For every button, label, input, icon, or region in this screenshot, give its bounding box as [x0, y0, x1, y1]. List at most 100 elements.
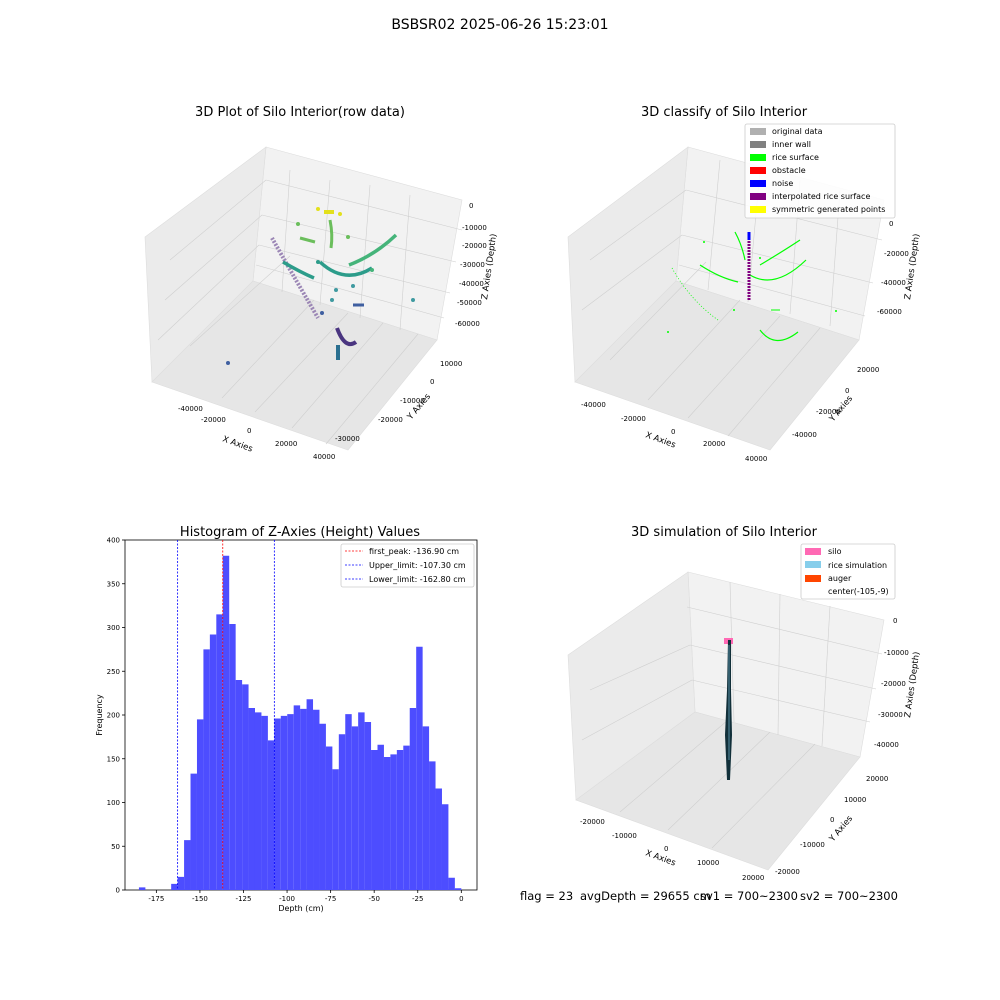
- x-axis: -175 -150 -125 -100 -75 -50 -25 0: [148, 890, 464, 903]
- legend-label: original data: [772, 127, 823, 136]
- legend-swatch: [750, 180, 766, 187]
- panel-3d-classify-title: 3D classify of Silo Interior: [641, 105, 808, 120]
- y-tick-label: 300: [107, 624, 120, 632]
- legend-entry: silo: [805, 547, 842, 556]
- histogram-bar: [287, 714, 294, 890]
- histogram-bar: [300, 708, 307, 890]
- legend-label: center(-105,-9): [828, 587, 889, 596]
- figure-title: BSBSR02 2025-06-26 15:23:01: [391, 17, 609, 33]
- legend-entry: Upper_limit: -107.30 cm: [345, 561, 466, 570]
- x-tick: -20000: [621, 415, 646, 423]
- legend-swatch: [750, 141, 766, 148]
- legend-swatch: [805, 575, 821, 582]
- y-tick-label: 150: [107, 755, 120, 763]
- legend: first_peak: -136.90 cm Upper_limit: -107…: [340, 543, 475, 588]
- legend-label: Upper_limit: -107.30 cm: [369, 561, 466, 570]
- histogram-bar: [319, 723, 326, 890]
- histogram-bar: [313, 709, 320, 890]
- histogram-bar: [293, 705, 301, 890]
- x-tick-label: -150: [192, 895, 208, 903]
- legend-box: [744, 123, 896, 219]
- legend-entry: inner wall: [750, 140, 811, 149]
- x-axis-label: X Axies: [644, 848, 677, 868]
- y-tick-label: 350: [107, 580, 120, 588]
- z-tick: -60000: [877, 308, 902, 316]
- legend-entry: noise: [750, 179, 793, 188]
- y-tick: 0: [430, 378, 434, 386]
- z-tick: -60000: [455, 320, 480, 328]
- y-tick: 0: [845, 387, 849, 395]
- histogram-bar: [138, 887, 146, 890]
- histogram-bar: [409, 708, 417, 890]
- y-tick: -20000: [816, 408, 841, 416]
- avg-depth-readout: avgDepth = 29655 cm: [580, 889, 711, 903]
- histogram-bar: [190, 773, 197, 890]
- classified-point-cloud: [667, 231, 837, 342]
- legend-label: first_peak: -136.90 cm: [369, 547, 459, 556]
- histogram-bar: [416, 646, 423, 890]
- x-tick: -40000: [178, 405, 203, 413]
- panel-3d-classify: 3D classify of Silo Interior: [567, 105, 922, 463]
- histogram-bar: [306, 699, 314, 890]
- legend-entry: rice surface: [750, 153, 819, 162]
- y-tick: 0: [830, 816, 834, 824]
- y-tick-label: 400: [107, 537, 120, 545]
- z-tick: 0: [893, 617, 897, 625]
- z-axis: 0 -10000 -20000 -30000 -40000 -50000 -60…: [455, 202, 499, 328]
- legend-swatch: [750, 128, 766, 135]
- z-tick: -30000: [878, 711, 903, 719]
- z-tick: -20000: [462, 242, 487, 250]
- histogram-bar: [235, 680, 243, 890]
- histogram-bar: [203, 649, 210, 890]
- z-axis: 0 -20000 -40000 -60000 Z Axies (Depth): [877, 220, 922, 316]
- legend-label: rice simulation: [828, 561, 887, 570]
- histogram-bar: [209, 634, 217, 890]
- z-tick: -40000: [881, 279, 906, 287]
- y-tick-label: 100: [107, 799, 120, 807]
- z-axis-label: Z Axies (Depth): [903, 651, 922, 718]
- y-tick-label: 0: [116, 887, 120, 895]
- x-tick-label: -50: [368, 895, 379, 903]
- z-axis-label: Z Axies (Depth): [903, 233, 922, 300]
- legend-entry: rice simulation: [805, 561, 887, 570]
- histogram-bar: [248, 708, 255, 890]
- histogram-bar: [222, 555, 230, 890]
- legend-entry: symmetric generated points: [750, 205, 885, 214]
- histogram-bar: [435, 788, 442, 890]
- histogram-bar: [345, 714, 352, 890]
- histogram-bar: [261, 715, 268, 890]
- y-tick-label: 50: [111, 843, 120, 851]
- panel-3d-simulation: 3D simulation of Silo Interior -20000 -1…: [567, 525, 922, 882]
- sv2-readout: sv2 = 700~2300: [800, 889, 898, 903]
- histogram-bar: [383, 757, 391, 890]
- legend-label: noise: [772, 179, 793, 188]
- z-tick: -20000: [881, 680, 906, 688]
- legend-entry: auger: [805, 574, 852, 583]
- histogram-bar: [371, 750, 378, 890]
- x-tick: 40000: [745, 455, 767, 463]
- sv1-readout: sv1 = 700~2300: [700, 889, 798, 903]
- legend-entry: Lower_limit: -162.80 cm: [345, 575, 466, 584]
- x-axis-label: Depth (cm): [278, 904, 323, 913]
- z-tick: -10000: [462, 224, 487, 232]
- histogram-bars: [138, 555, 462, 890]
- z-tick: 0: [469, 202, 473, 210]
- legend-label: obstacle: [772, 166, 806, 175]
- z-tick: -20000: [884, 250, 909, 258]
- legend-label: rice surface: [772, 153, 819, 162]
- x-tick: -10000: [612, 832, 637, 840]
- raw-point-cloud: [226, 207, 415, 365]
- y-tick: 20000: [857, 366, 879, 374]
- x-tick: 40000: [313, 453, 335, 461]
- histogram-bar: [377, 744, 384, 890]
- x-tick-label: 0: [459, 895, 463, 903]
- histogram-bar: [429, 761, 436, 890]
- x-tick: 20000: [275, 440, 297, 448]
- y-axis: 0 50 100 150 200 250 300 350 400: [107, 537, 125, 895]
- legend-label: interpolated rice surface: [772, 192, 870, 201]
- x-tick: 20000: [703, 440, 725, 448]
- z-tick: 0: [889, 220, 893, 228]
- histogram-bar: [254, 712, 262, 890]
- z-tick: -30000: [460, 261, 485, 269]
